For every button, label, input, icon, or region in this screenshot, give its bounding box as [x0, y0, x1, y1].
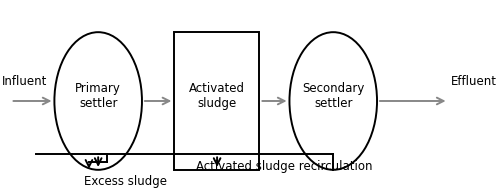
Text: Activated sludge recirculation: Activated sludge recirculation	[196, 160, 372, 173]
Text: Activated
sludge: Activated sludge	[189, 82, 245, 110]
Text: Excess sludge: Excess sludge	[84, 175, 168, 188]
Bar	[174, 32, 260, 170]
Text: Secondary
settler: Secondary settler	[302, 82, 364, 110]
Text: Primary
settler: Primary settler	[75, 82, 121, 110]
Text: Effluent: Effluent	[451, 75, 497, 88]
Text: Influent: Influent	[2, 75, 47, 88]
